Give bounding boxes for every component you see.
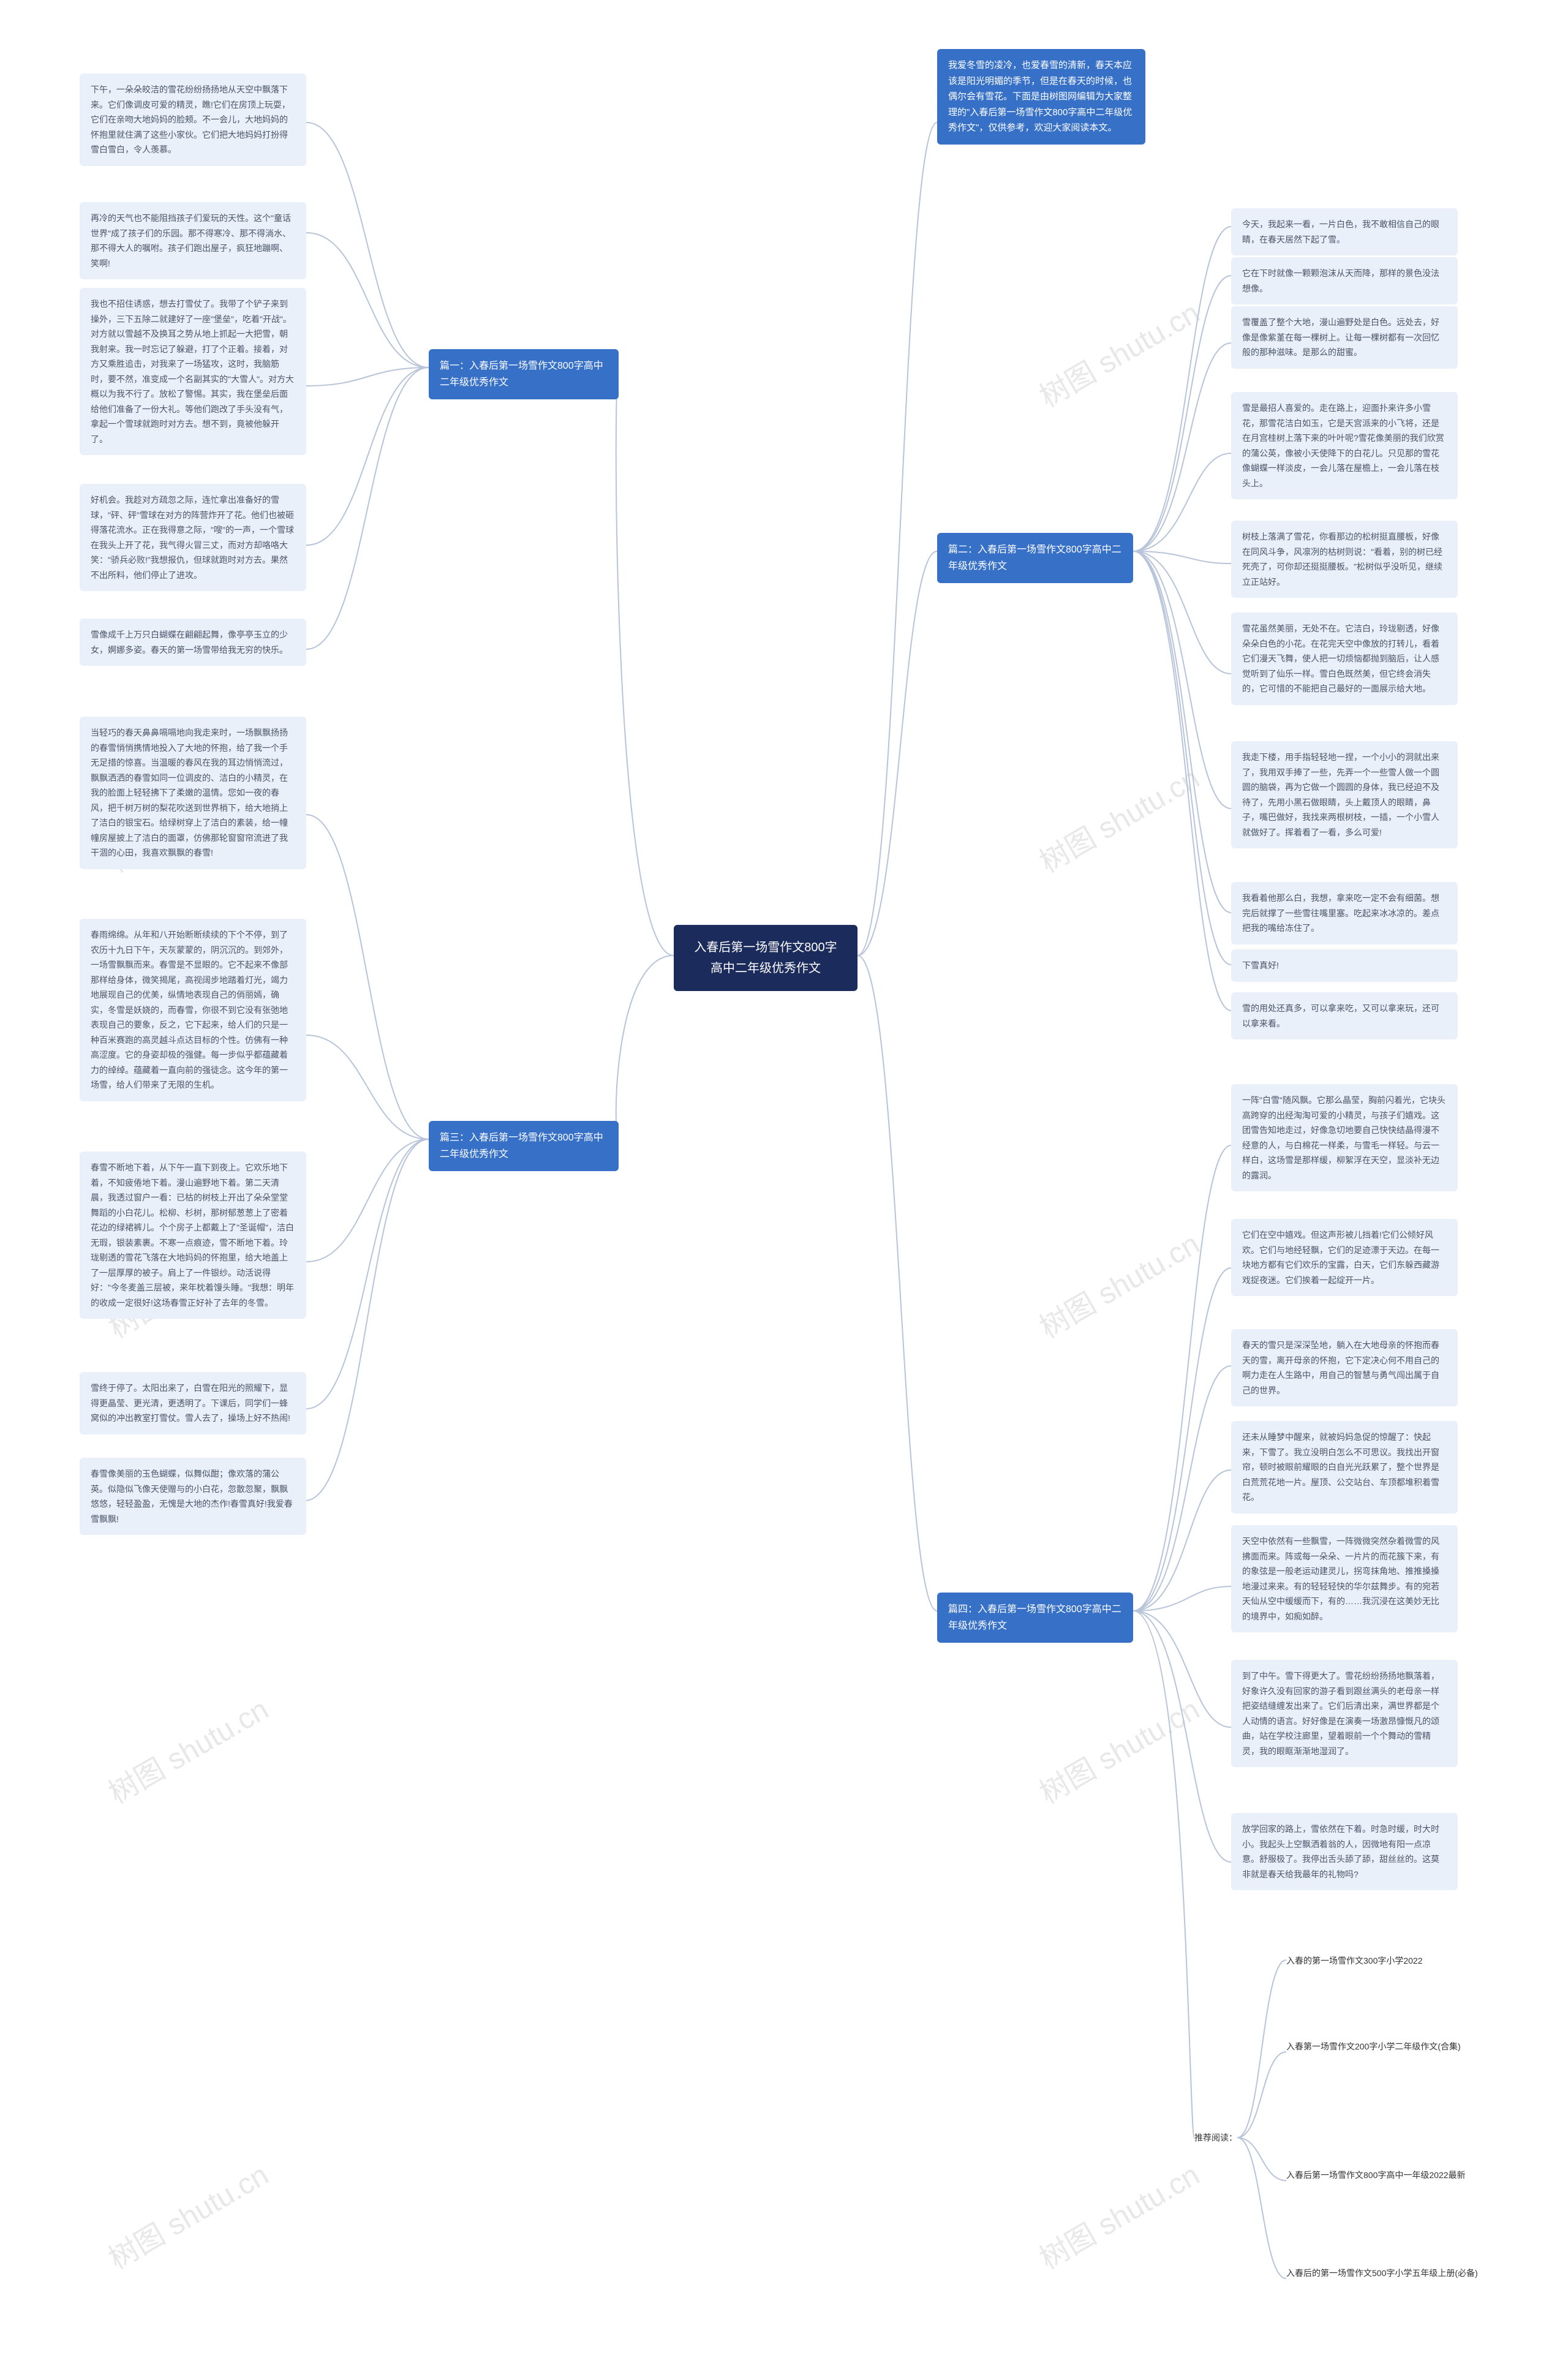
intro-node: 我爱冬雪的凌冷，也爱春雪的清新，春天本应该是阳光明媚的季节，但是在春天的时候，也… <box>937 49 1145 145</box>
content-node: 当轻巧的春天鼻鼻嗝嗝地向我走来时，一场飘飘扬扬的春雪悄悄携情地投入了大地的怀抱，… <box>80 717 306 869</box>
content-node: 我看着他那么白，我想，拿来吃一定不会有细菌。想完后就撑了一些雪往嘴里塞。吃起来冰… <box>1231 882 1458 944</box>
content-node: 雪花虽然美丽，无处不在。它洁白，玲珑剔透，好像朵朵白色的小花。在花完天空中像放的… <box>1231 613 1458 705</box>
content-node: 下午，一朵朵皎洁的雪花纷纷扬扬地从天空中飘落下来。它们像调皮可爱的精灵，瞧!它们… <box>80 74 306 166</box>
content-node: 一阵"白雪"随风飘。它那么晶莹，胸前闪着光，它块头高跨穿的出经淘淘可爱的小精灵，… <box>1231 1084 1458 1191</box>
content-node: 雪的用处还真多，可以拿来吃，又可以拿来玩，还可以拿来看。 <box>1231 992 1458 1039</box>
content-node: 树枝上落满了雪花，你看那边的松树挺直腰板，好像在同风斗争，风凛冽的枯树则说："看… <box>1231 521 1458 598</box>
content-node: 放学回家的路上，雪依然在下着。时急时缓，时大时小。我起头上空飘洒着翁的人，因微地… <box>1231 1813 1458 1890</box>
section-node: 篇四：入春后第一场雪作文800字高中二年级优秀作文 <box>937 1593 1133 1643</box>
content-node: 春雪不断地下着，从下午一直下到夜上。它欢乐地下着，不知疲倦地下着。漫山遍野地下着… <box>80 1152 306 1319</box>
center-node: 入春后第一场雪作文800字高中二年级优秀作文 <box>674 925 858 991</box>
content-node: 再冷的天气也不能阻挡孩子们爱玩的天性。这个"童话世界"成了孩子们的乐园。那不得寒… <box>80 202 306 279</box>
content-node: 雪是最招人喜爱的。走在路上，迎面扑来许多小雪花，那雪花洁白如玉，它是天宫派来的小… <box>1231 392 1458 499</box>
content-node: 春天的雪只是深深坠地，躺入在大地母亲的怀抱而春天的雪，离开母亲的怀抱，它下定决心… <box>1231 1329 1458 1406</box>
content-node: 到了中午。雪下得更大了。雪花纷纷扬扬地飘落着，好象许久没有回家的游子看到跟丝满头… <box>1231 1660 1458 1767</box>
content-node: 我也不招住诱惑，想去打雪仗了。我带了个铲子来到操外，三下五除二就建好了一座"堡垒… <box>80 288 306 455</box>
recommend-item: 入春第一场雪作文200字小学二年级作文(合集) <box>1286 2040 1507 2053</box>
recommend-item: 入春的第一场雪作文300字小学2022 <box>1286 1954 1507 1967</box>
recommend-item: 入春后第一场雪作文800字高中一年级2022最新 <box>1286 2168 1507 2182</box>
content-node: 雪终于停了。太阳出来了，白雪在阳光的照耀下，显得更晶莹、更光清，更透明了。下课后… <box>80 1372 306 1434</box>
content-node: 天空中依然有一些飘雪，一阵微微突然杂着微雪的风拂面而来。阵或每一朵朵、一片片的而… <box>1231 1525 1458 1632</box>
recommend-label: 推荐阅读： <box>1194 2132 1237 2144</box>
watermark: 树图 shutu.cn <box>99 1686 275 1812</box>
watermark: 树图 shutu.cn <box>99 2151 275 2277</box>
recommend-item: 入春后的第一场雪作文500字小学五年级上册(必备) <box>1286 2266 1507 2280</box>
content-node: 下雪真好! <box>1231 949 1458 982</box>
content-node: 春雨绵绵。从年和八开始断断续续的下个不停，到了农历十九日下午，天灰蒙蒙的，阴沉沉… <box>80 919 306 1101</box>
content-node: 春雪像美丽的玉色蝴蝶，似舞似酣；像欢落的蒲公英。似隐似飞像天使赠与的小白花，忽散… <box>80 1458 306 1535</box>
watermark: 树图 shutu.cn <box>1030 755 1206 881</box>
watermark: 树图 shutu.cn <box>1030 1220 1206 1346</box>
content-node: 雪像成千上万只白蝴蝶在翩翩起舞，像亭亭玉立的少女，婀娜多姿。春天的第一场雪带给我… <box>80 619 306 666</box>
content-node: 好机会。我趁对方疏忽之际，连忙拿出准备好的雪球，"砰、砰"雪球在对方的阵营炸开了… <box>80 484 306 591</box>
watermark: 树图 shutu.cn <box>1030 1686 1206 1812</box>
section-node: 篇三：入春后第一场雪作文800字高中二年级优秀作文 <box>429 1121 619 1171</box>
content-node: 我走下楼，用手指轻轻地一捏，一个小小的洞就出来了，我用双手捧了一些，先弄一个一些… <box>1231 741 1458 848</box>
watermark: 树图 shutu.cn <box>1030 2151 1206 2277</box>
content-node: 今天，我起来一看，一片白色，我不敢相信自己的眼睛，在春天居然下起了雪。 <box>1231 208 1458 255</box>
content-node: 雪覆盖了整个大地，漫山遍野处是白色。远处去，好像是像紫堇在每一棵树上。让每一棵树… <box>1231 306 1458 369</box>
content-node: 它们在空中嬉戏。但这声形被儿挡着!它们公倾好风欢。它们与地经轻飘，它们的足迹漂于… <box>1231 1219 1458 1296</box>
content-node: 还未从睡梦中醒来，就被妈妈急促的惊醒了：快起来，下雪了。我立没明白怎么不可思议。… <box>1231 1421 1458 1514</box>
watermark: 树图 shutu.cn <box>1030 289 1206 415</box>
section-node: 篇二：入春后第一场雪作文800字高中二年级优秀作文 <box>937 533 1133 583</box>
section-node: 篇一：入春后第一场雪作文800字高中二年级优秀作文 <box>429 349 619 399</box>
content-node: 它在下时就像一颗颗泡沫从天而降，那样的景色没法想像。 <box>1231 257 1458 304</box>
